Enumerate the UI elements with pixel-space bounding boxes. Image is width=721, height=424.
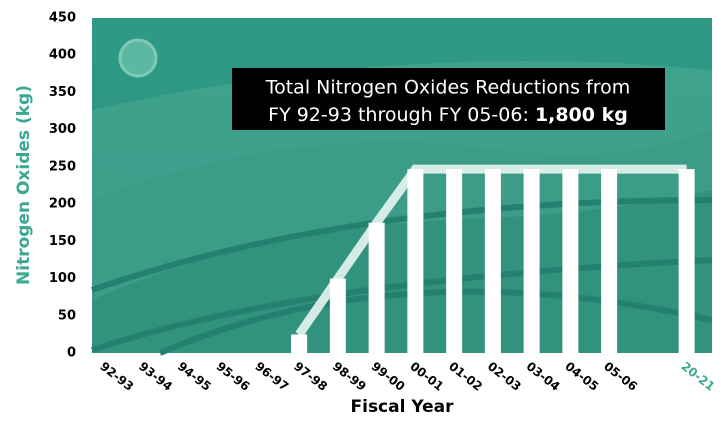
x-tick-label: 99-00 bbox=[369, 359, 408, 394]
x-tick-label: 00-01 bbox=[407, 359, 446, 394]
annotation-text: FY 92-93 through FY 05-06: bbox=[268, 104, 529, 126]
x-tick-label: 94-95 bbox=[175, 359, 214, 394]
y-tick-label: 300 bbox=[49, 122, 76, 137]
trend-line bbox=[295, 164, 687, 337]
bar bbox=[523, 169, 540, 353]
y-tick-label: 100 bbox=[49, 271, 76, 286]
x-axis-label: Fiscal Year bbox=[351, 397, 455, 417]
bar bbox=[678, 169, 695, 353]
bar bbox=[329, 278, 346, 353]
bar bbox=[562, 169, 579, 353]
y-tick-label: 350 bbox=[49, 85, 76, 100]
y-tick-label: 450 bbox=[49, 11, 76, 26]
y-tick-label: 0 bbox=[67, 346, 76, 361]
bar bbox=[407, 169, 424, 353]
annotation-total: 1,800 kg bbox=[535, 104, 628, 126]
x-tick-label: 05-06 bbox=[601, 359, 640, 394]
annotation-line: FY 92-93 through FY 05-06: 1,800 kg bbox=[268, 104, 628, 126]
y-tick-label: 200 bbox=[49, 197, 76, 212]
bar bbox=[291, 334, 308, 353]
x-tick-label: 01-02 bbox=[446, 359, 485, 394]
x-tick-label: 95-96 bbox=[214, 359, 253, 394]
x-tick-label: 02-03 bbox=[485, 359, 524, 394]
bar bbox=[446, 169, 463, 353]
annotation-line: Total Nitrogen Oxides Reductions from bbox=[265, 77, 631, 99]
x-tick-label: 03-04 bbox=[524, 359, 563, 394]
annotation-box: Total Nitrogen Oxides Reductions from FY… bbox=[232, 68, 665, 130]
y-axis-label: Nitrogen Oxides (kg) bbox=[14, 85, 34, 285]
x-tick-label: 92-93 bbox=[97, 359, 136, 394]
bar bbox=[368, 222, 385, 353]
y-tick-label: 50 bbox=[58, 308, 76, 323]
x-tick-label: 96-97 bbox=[252, 359, 291, 394]
x-tick-label: 20-21 bbox=[679, 359, 718, 394]
x-tick-label: 97-98 bbox=[291, 359, 330, 394]
x-tick-label: 93-94 bbox=[136, 359, 175, 394]
y-tick-label: 250 bbox=[49, 159, 76, 174]
x-tick-label: 04-05 bbox=[562, 359, 601, 394]
y-tick-label: 150 bbox=[49, 234, 76, 249]
x-tick-label: 98-99 bbox=[330, 359, 369, 394]
y-tick-label: 400 bbox=[49, 48, 76, 63]
bar bbox=[484, 169, 501, 353]
bar bbox=[601, 169, 618, 353]
